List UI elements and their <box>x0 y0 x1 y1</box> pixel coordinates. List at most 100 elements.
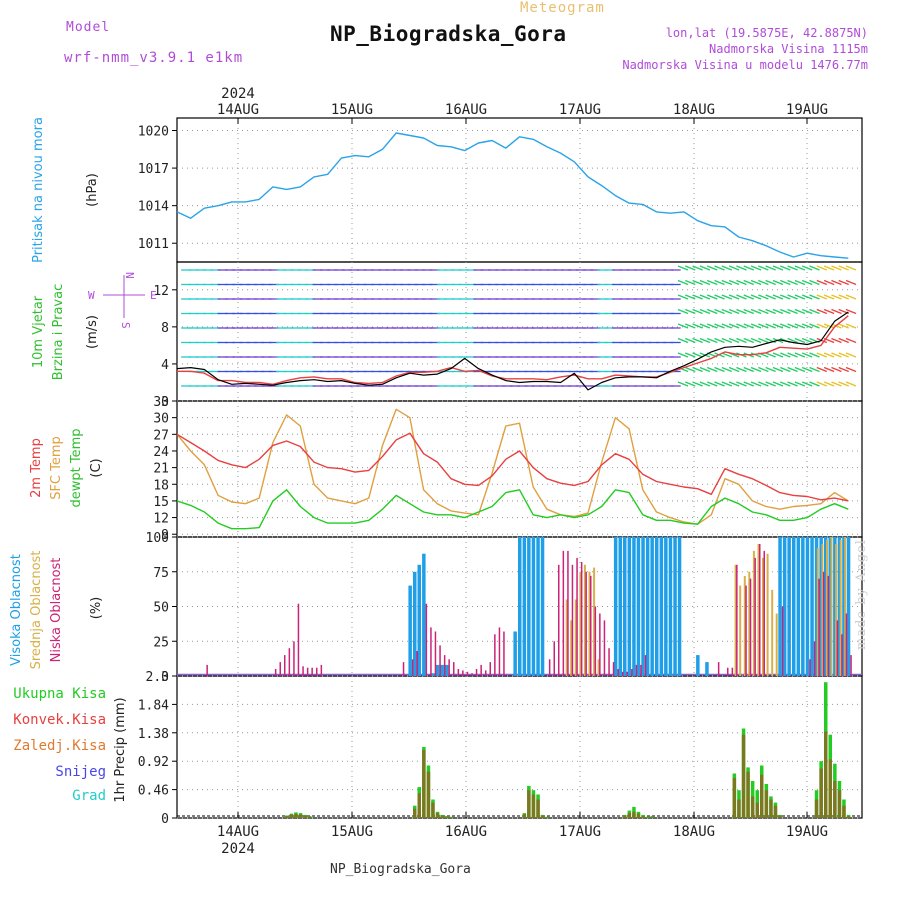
wind-barb <box>721 337 733 344</box>
precip-conv-bar <box>837 790 842 818</box>
precip-conv-bar <box>773 805 778 818</box>
wind-barb <box>685 337 696 344</box>
precip-conv-bar <box>294 813 298 818</box>
cloud-high-bar <box>828 537 832 676</box>
cloud-mid-bar <box>775 613 778 676</box>
wind-barb <box>685 323 696 329</box>
cloud-mid-bar <box>830 537 833 676</box>
wind-barb <box>816 323 828 329</box>
cloud-low-bar <box>612 662 615 676</box>
pressure-line <box>176 132 849 259</box>
wind-barb <box>845 323 857 329</box>
wind-barb <box>772 294 784 300</box>
y-tick-label: 0.46 <box>138 784 169 799</box>
wind-barb <box>838 323 849 329</box>
wind-unit-label: (m/s) <box>85 315 100 349</box>
bottom-axis-day-label: 14AUG <box>217 824 259 840</box>
wind-barb <box>816 294 828 300</box>
cloud-mid-bar <box>839 539 842 676</box>
dewpt-line <box>176 489 849 530</box>
cloud-low-bar <box>603 620 606 676</box>
cloud-low-bar <box>402 662 405 676</box>
wind-barb <box>685 366 696 373</box>
wind-barb <box>728 381 740 387</box>
wind-barb <box>765 352 776 358</box>
y-tick-label: 0 <box>161 812 169 827</box>
cloud-mid-bar <box>597 659 600 676</box>
cloud-high-bar <box>696 655 700 676</box>
cloud-mid-bar <box>570 620 573 676</box>
y-tick-label: 25 <box>153 635 169 650</box>
wind-barb <box>831 352 842 358</box>
cloud-high-bar <box>782 537 787 676</box>
wind-barb <box>801 265 813 271</box>
wind-barb <box>772 381 784 387</box>
y-tick-label: 27 <box>153 428 169 443</box>
precip-conv-bar <box>444 816 449 818</box>
wind-barb <box>787 352 798 358</box>
cloud-low-bar <box>462 670 464 676</box>
wind-barb <box>838 294 849 300</box>
wind-barb <box>765 366 776 373</box>
cloud-high-bar <box>659 537 664 676</box>
wind-barb <box>699 308 711 315</box>
wind-barb <box>750 352 762 358</box>
wind-barb <box>685 294 696 300</box>
cloud-mid-bar <box>734 564 737 676</box>
y-tick-label: 1020 <box>138 125 169 140</box>
precip-conv-bar <box>289 814 294 818</box>
wind-barb <box>706 323 718 329</box>
wind-barb <box>809 294 820 300</box>
wind-barb <box>801 337 813 344</box>
wind-barb <box>699 265 711 271</box>
wind-barb <box>794 352 806 358</box>
wind-barb <box>794 366 806 373</box>
temp-axis-label-3: dewpt Temp <box>69 428 84 507</box>
wind-barb <box>838 279 849 286</box>
precip-conv-bar <box>645 817 650 818</box>
wind-barb <box>838 352 849 358</box>
y-tick-label: 1014 <box>138 200 169 215</box>
wind-barb <box>809 279 820 286</box>
precip-conv-bar <box>732 777 737 818</box>
top-axis-year: 2024 <box>221 86 255 102</box>
wind-barb <box>823 352 835 358</box>
wind-barb <box>714 308 725 315</box>
wind-barb <box>736 366 747 373</box>
cloud-high-bar <box>842 537 846 676</box>
y-tick-label: 1.84 <box>138 698 169 713</box>
wind-barb <box>780 308 791 315</box>
cloud-mid-bar <box>748 571 751 677</box>
cloud-low-bar <box>590 575 592 676</box>
wind-barb <box>685 381 696 387</box>
wind-barb <box>801 308 813 315</box>
wind-axis-label-2: Brzina i Pravac <box>51 284 66 381</box>
cloud-low-bar <box>475 669 478 676</box>
top-axis-day-label: 18AUG <box>673 102 715 118</box>
cloud-low-bar <box>841 634 843 676</box>
wind-barb <box>714 294 725 300</box>
cloud-high-bar <box>518 537 522 676</box>
model-name: wrf-nmm_v3.9.1 e1km <box>64 50 244 66</box>
wind-barb <box>692 294 703 300</box>
precip-conv-bar <box>307 816 312 818</box>
precip-conv-bar <box>413 808 417 818</box>
cloud-mid-bar <box>588 571 591 677</box>
wind-barb <box>765 381 776 387</box>
cloud-low-bar <box>640 664 642 676</box>
cloud-unit-label: (%) <box>89 597 104 620</box>
cloud-low-bar <box>836 620 839 676</box>
cloud-low-bar <box>434 631 437 676</box>
wind-barb <box>699 279 711 286</box>
wind-barb <box>743 323 754 329</box>
wind-barb <box>706 265 718 271</box>
panel-frame-precip <box>176 675 863 819</box>
wind-barb <box>758 337 769 344</box>
cloud-low-bar <box>311 667 313 676</box>
wind-barb <box>736 294 747 300</box>
wind-speed-red-line <box>177 315 849 385</box>
panel-frame-temperature <box>176 400 863 538</box>
wind-barb <box>801 323 813 329</box>
wind-barb <box>728 366 740 373</box>
altitude-text: Nadmorska Visina 1115m <box>709 42 868 56</box>
